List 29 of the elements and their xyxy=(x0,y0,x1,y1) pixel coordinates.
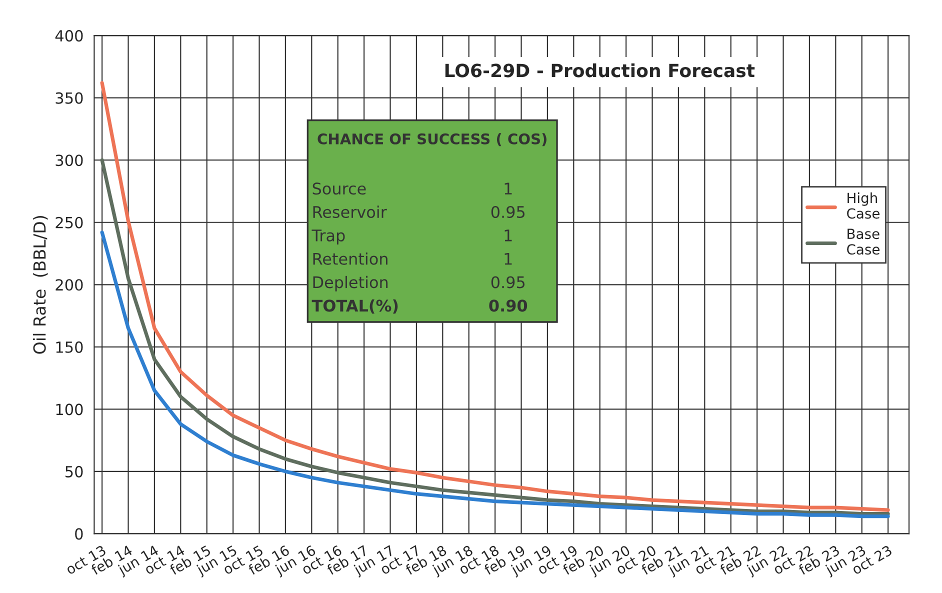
legend-label: Base Case xyxy=(847,228,880,255)
y-tick-label: 50 xyxy=(66,466,83,478)
line-series xyxy=(100,158,890,516)
annotation: 0.90 xyxy=(489,300,528,312)
annotation: 1 xyxy=(504,182,512,194)
y-tick-label: 0 xyxy=(75,528,83,540)
annotation: Reservoir xyxy=(313,206,387,218)
annotation: Retention xyxy=(313,252,388,265)
annotation: Depletion xyxy=(313,276,388,292)
y-tick-label: 100 xyxy=(56,404,83,416)
y-tick-label: 300 xyxy=(56,154,83,166)
annotation: CHANCE OF SUCCESS ( COS) xyxy=(318,133,546,146)
line-series xyxy=(100,81,890,512)
line-series xyxy=(100,230,890,518)
y-tick-label: 350 xyxy=(56,92,83,104)
annotation: Source xyxy=(312,182,366,195)
y-axis-title: Oil Rate (BBL/D) xyxy=(32,216,48,354)
annotation: 1 xyxy=(504,230,512,242)
y-tick-label: 150 xyxy=(56,341,83,353)
y-tick-label: 200 xyxy=(56,279,83,291)
legend-label: High Case xyxy=(847,192,880,219)
annotation: TOTAL(%) xyxy=(312,299,398,314)
annotation: 1 xyxy=(504,252,512,265)
y-tick-label: 250 xyxy=(56,216,83,228)
annotation: 0.95 xyxy=(491,206,525,218)
text: LO6-29D - Production Forecast xyxy=(445,63,755,78)
y-tick-label: 400 xyxy=(55,30,83,42)
annotation: Trap xyxy=(312,230,345,245)
annotation: 0.95 xyxy=(491,276,525,288)
